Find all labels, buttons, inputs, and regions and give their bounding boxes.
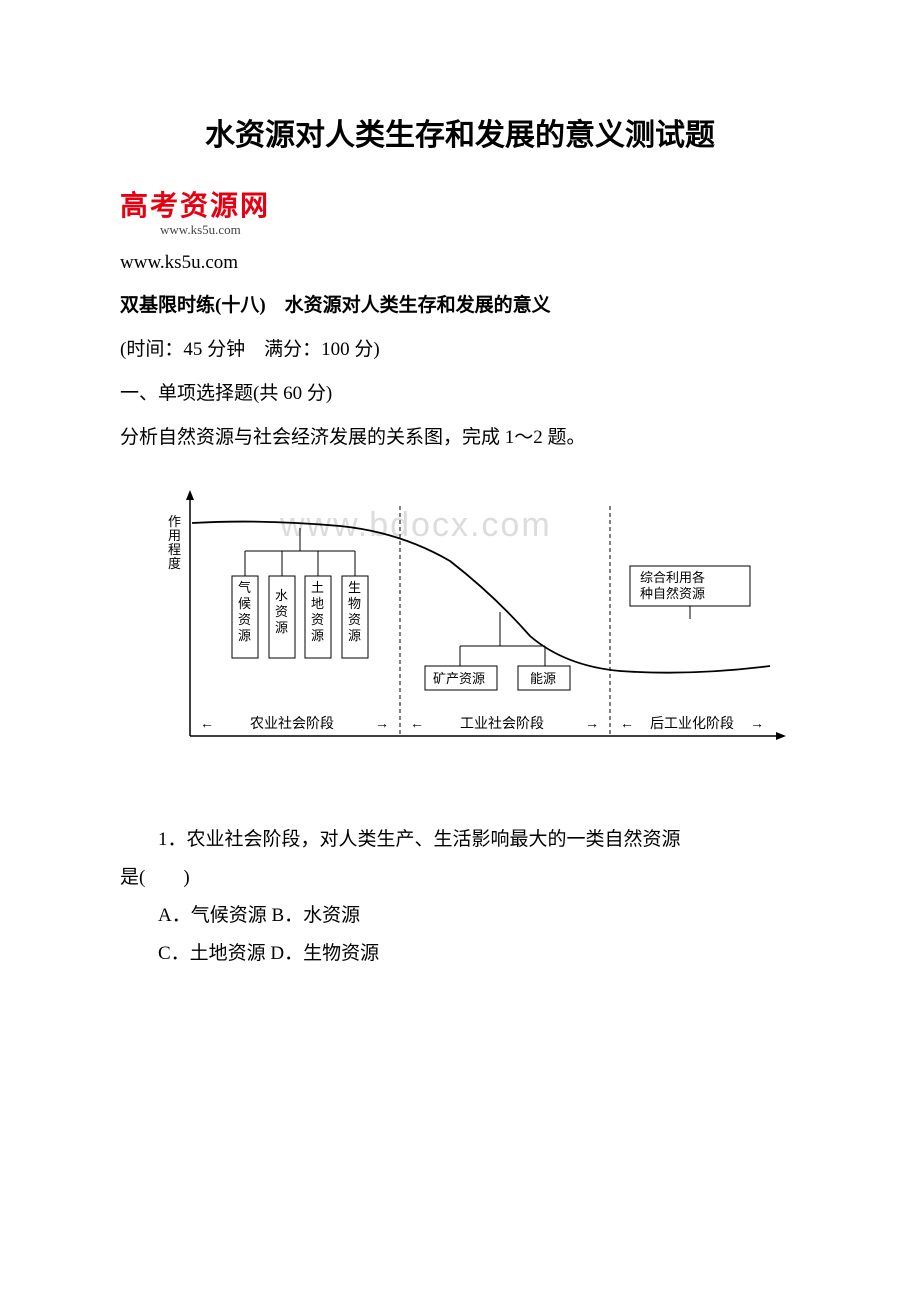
q1-line1: 1．农业社会阶段，对人类生产、生活影响最大的一类自然资源	[120, 821, 800, 859]
stage-label-3: 后工业化阶段	[650, 716, 734, 732]
box-bio: 生物资源	[348, 580, 361, 643]
question-1: 1．农业社会阶段，对人类生产、生活影响最大的一类自然资源 是( ) A．气候资源…	[120, 821, 800, 973]
arrow-right-2: →	[585, 717, 599, 732]
page-title: 水资源对人类生存和发展的意义测试题	[120, 110, 800, 154]
stage-label-1: 农业社会阶段	[250, 716, 334, 732]
q1-options-ab: A．气候资源 B．水资源	[120, 897, 800, 935]
arrow-right-1: →	[375, 717, 389, 732]
arrow-left-2: ←	[410, 717, 424, 732]
resource-diagram: 作 用 程 度 气候资源 水资源 土	[150, 486, 790, 786]
box-land: 土地资源	[311, 580, 324, 643]
box-energy: 能源	[530, 671, 556, 686]
logo-sub-text: www.ks5u.com	[160, 222, 800, 238]
q1-line2: 是( )	[120, 859, 800, 897]
arrow-left-1: ←	[200, 717, 214, 732]
arrow-left-3: ←	[620, 717, 634, 732]
box-water: 水资源	[275, 588, 288, 635]
y-axis-label: 作 用 程 度	[168, 514, 184, 571]
box-mineral: 矿产资源	[433, 671, 485, 686]
time-score: (时间：45 分钟 满分：100 分)	[120, 332, 800, 368]
box-climate: 气候资源	[238, 580, 251, 643]
arrow-right-3: →	[750, 717, 764, 732]
logo-block: 高考资源网 www.ks5u.com	[120, 184, 800, 238]
section-heading: 一、单项选择题(共 60 分)	[120, 376, 800, 412]
stage-label-2: 工业社会阶段	[460, 716, 544, 732]
intro-text: 分析自然资源与社会经济发展的关系图，完成 1～2 题。	[120, 420, 800, 456]
logo-main-text: 高考资源网	[120, 184, 800, 224]
exercise-heading: 双基限时练(十八) 水资源对人类生存和发展的意义	[120, 288, 800, 324]
url-line: www.ks5u.com	[120, 252, 800, 274]
box-comprehensive: 综合利用各 种自然资源	[640, 570, 708, 601]
q1-options-cd: C．土地资源 D．生物资源	[120, 935, 800, 973]
